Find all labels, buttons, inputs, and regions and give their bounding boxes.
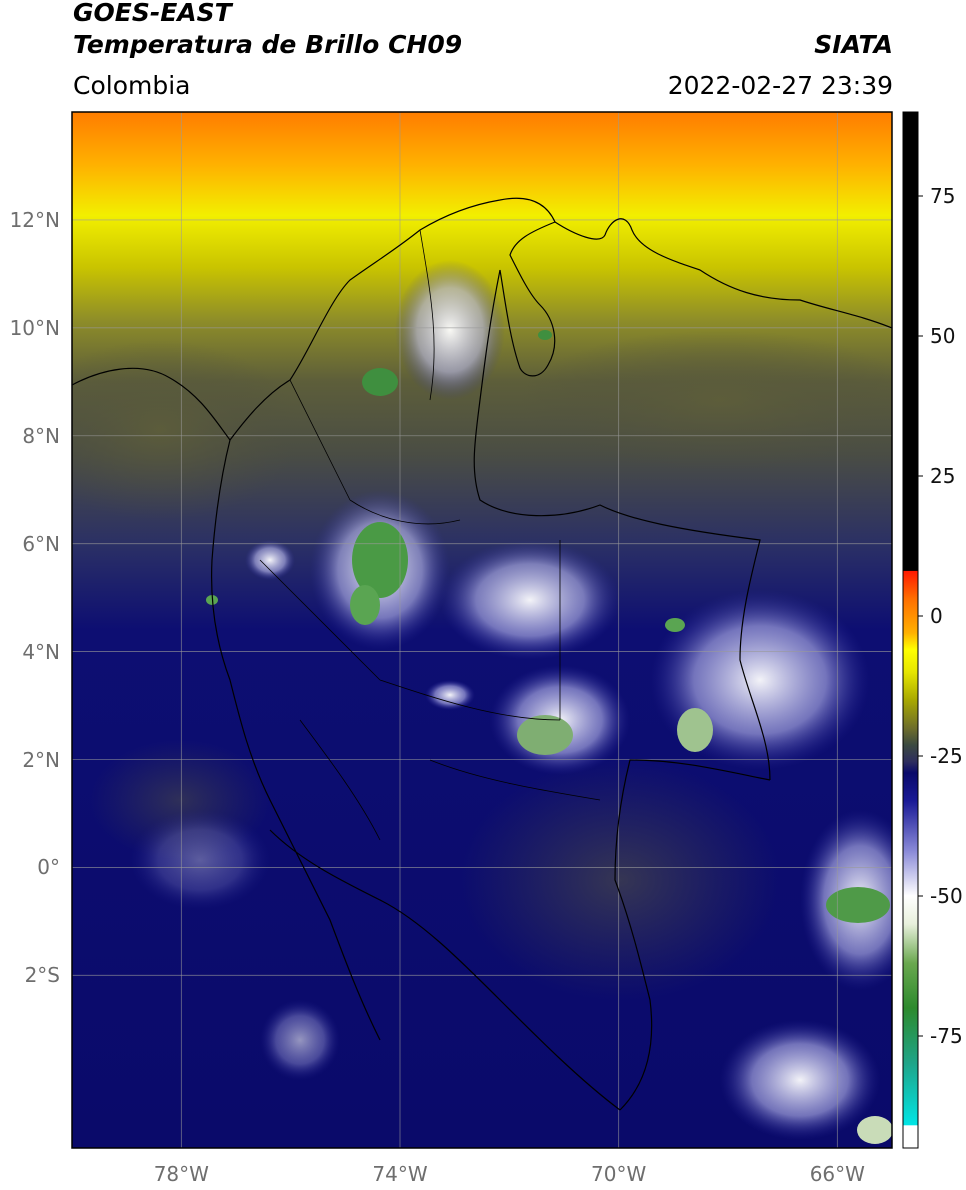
coastline-pacific: [210, 439, 381, 1041]
colorbar-tick-label: 25: [930, 464, 956, 488]
colorbar-tick-label: -25: [930, 744, 963, 768]
lat-tick-label: 12°N: [9, 207, 60, 232]
border-colombia-venezuela: [473, 269, 771, 781]
map-gridlines: [72, 112, 892, 1148]
colorbar-tick-label: 0: [930, 604, 943, 628]
lat-tick-label: 8°N: [22, 423, 60, 448]
border-colombia-brazil: [614, 759, 771, 1111]
lon-tick-label: 74°W: [372, 1162, 428, 1186]
brightness-temperature-field: [72, 112, 892, 1148]
timestamp-label: 2022-02-27 23:39: [667, 71, 893, 100]
lon-tick-label: 66°W: [809, 1162, 865, 1186]
region-label: Colombia: [73, 71, 191, 100]
coastline-venezuela: [554, 218, 892, 329]
map-frame: [71, 111, 893, 1149]
colorbar-tick-label: 50: [930, 324, 956, 348]
title-line2: Temperatura de Brillo CH09: [73, 30, 463, 59]
lon-tick-label: 78°W: [153, 1162, 209, 1186]
credit-label: SIATA: [814, 30, 893, 59]
lat-tick-label: 4°N: [22, 639, 60, 664]
title-line1: GOES-EAST: [73, 0, 232, 27]
lat-tick-label: 6°N: [22, 531, 60, 556]
colorbar-tick-label: 75: [930, 184, 956, 208]
lat-tick-label: 2°N: [22, 747, 60, 772]
lat-tick-label: 0°: [37, 855, 60, 880]
colorbar-tick-label: -50: [930, 884, 963, 908]
lon-tick-label: 70°W: [591, 1162, 647, 1186]
border-colombia-peru-ecuador: [269, 829, 621, 1111]
political-boundaries: [72, 197, 892, 1111]
coastline-caribbean: [72, 197, 556, 442]
lat-tick-label: 2°S: [24, 963, 60, 988]
internal-department-lines: [259, 229, 601, 841]
lat-tick-label: 10°N: [9, 315, 60, 340]
colorbar-tick-label: -75: [930, 1024, 963, 1048]
colorbar: [902, 111, 923, 1149]
colorbar-ticks: [918, 195, 923, 1037]
